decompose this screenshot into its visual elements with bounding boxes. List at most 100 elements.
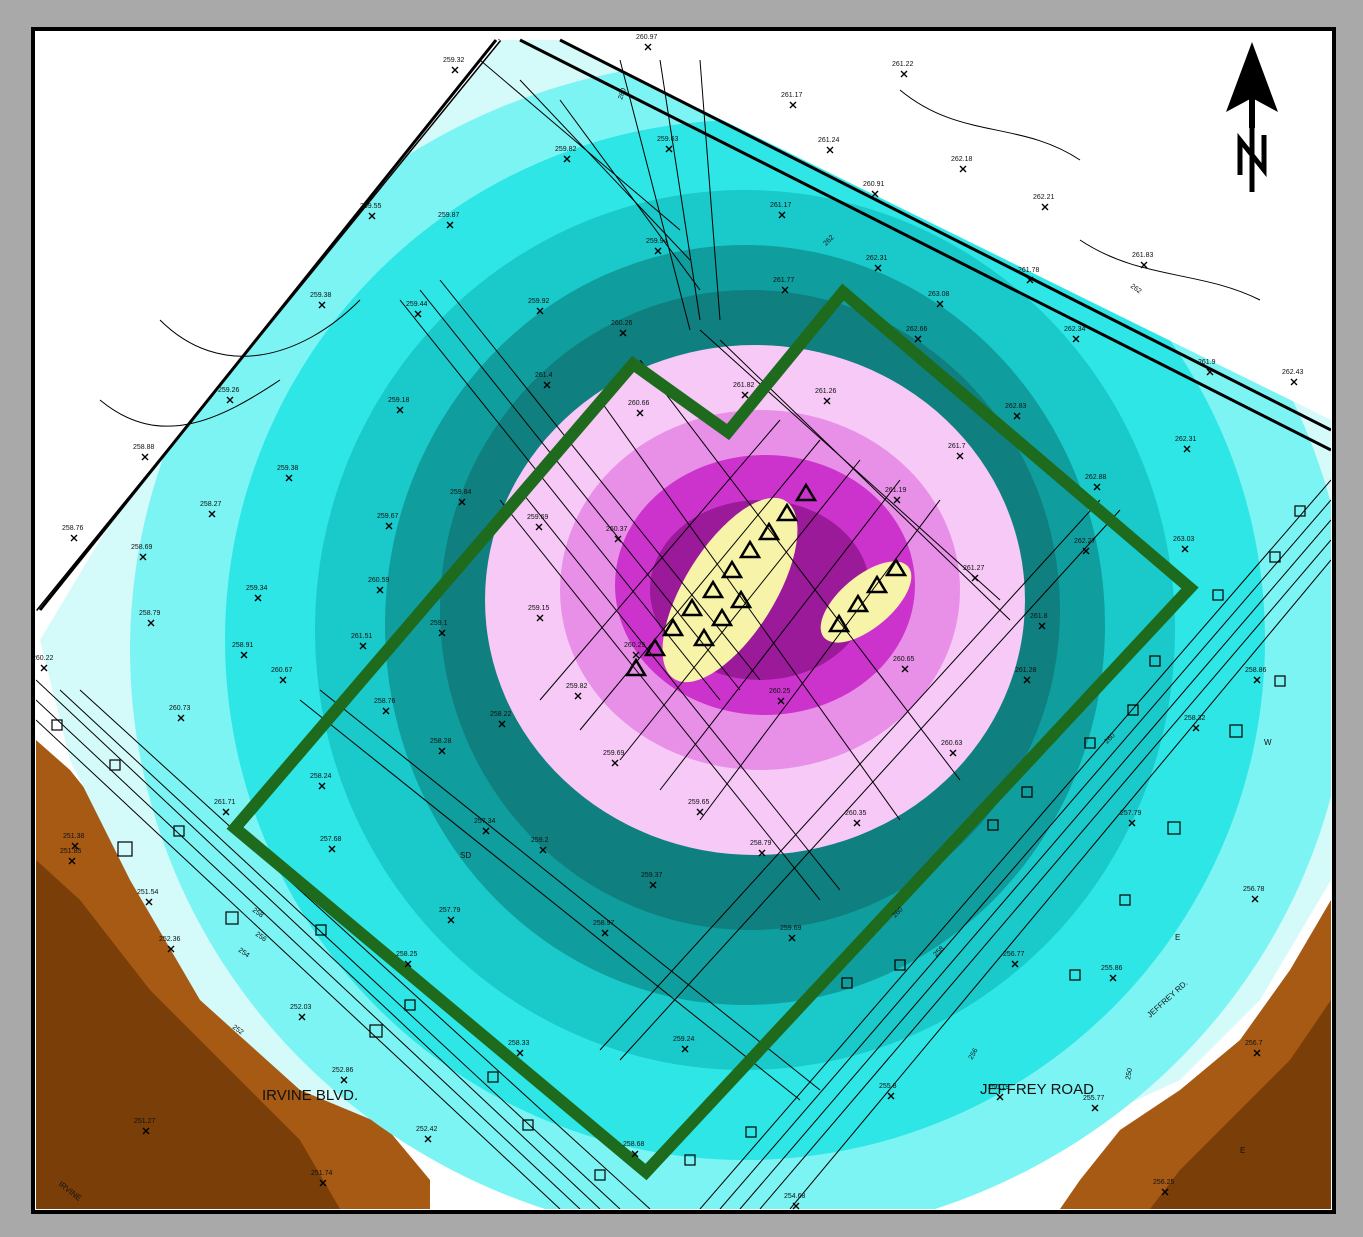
elevation-label: 260.67 xyxy=(271,667,293,674)
survey-point: 259.82 xyxy=(555,146,577,163)
x-mark-icon xyxy=(1192,724,1200,732)
elevation-label: 259.84 xyxy=(450,489,472,496)
elevation-label: 261.71 xyxy=(214,799,236,806)
x-mark-icon xyxy=(654,247,662,255)
survey-point: 259.24 xyxy=(673,1036,695,1053)
survey-point: 260.73 xyxy=(169,705,191,722)
elevation-label: 259.65 xyxy=(688,799,710,806)
x-mark-icon xyxy=(536,614,544,622)
elevation-label: 257.68 xyxy=(320,836,342,843)
elevation-label: 259.37 xyxy=(641,872,663,879)
road-label-jeffrey-road: JEFFREY ROAD xyxy=(980,1081,1094,1098)
survey-point: 261.28 xyxy=(1015,667,1037,684)
x-mark-icon xyxy=(996,1093,1004,1101)
survey-point: 260.25 xyxy=(624,642,646,659)
elevation-label: 260.91 xyxy=(863,181,885,188)
survey-point: 259.38 xyxy=(310,292,332,309)
survey-point: 256.19 xyxy=(988,1084,1010,1101)
terrain-bottom-left-dark xyxy=(36,860,340,1209)
elevation-label: 259.55 xyxy=(360,203,382,210)
survey-point: 261.19 xyxy=(885,487,907,504)
survey-point: 259.34 xyxy=(246,585,268,602)
elevation-label: 258.86 xyxy=(1245,667,1267,674)
x-mark-icon xyxy=(1251,895,1259,903)
elevation-label: 259.69 xyxy=(603,750,625,757)
survey-point: 260.25 xyxy=(769,688,791,705)
survey-point: 261.22 xyxy=(892,61,914,78)
x-mark-icon xyxy=(424,1135,432,1143)
elevation-label: 259.63 xyxy=(657,136,679,143)
road-label-irvine-blvd: IRVINE BLVD. xyxy=(262,1087,358,1104)
x-mark-icon xyxy=(298,1013,306,1021)
elevation-label: 251.54 xyxy=(137,889,159,896)
x-mark-icon xyxy=(40,664,48,672)
elevation-label: 251.85 xyxy=(60,848,82,855)
elevation-label: 259.44 xyxy=(406,301,428,308)
survey-point: 260.67 xyxy=(271,667,293,684)
x-mark-icon xyxy=(359,642,367,650)
x-mark-icon xyxy=(147,619,155,627)
survey-point: 260.37 xyxy=(606,526,628,543)
elevation-label: 258.33 xyxy=(508,1040,530,1047)
x-mark-icon xyxy=(1161,1188,1169,1196)
x-mark-icon xyxy=(619,329,627,337)
survey-point: 259.26 xyxy=(218,387,240,404)
elevation-label: 260.25 xyxy=(769,688,791,695)
elevation-label: 260.22 xyxy=(32,655,54,662)
survey-point: 259.69 xyxy=(527,514,549,531)
x-mark-icon xyxy=(936,300,944,308)
elevation-label: 261.22 xyxy=(892,61,914,68)
x-mark-icon xyxy=(177,714,185,722)
elevation-label: 260.26 xyxy=(611,320,633,327)
road-linework xyxy=(36,59,1331,1209)
survey-point: 258.33 xyxy=(508,1040,530,1057)
electric-marker-2: E xyxy=(1240,1146,1245,1155)
x-mark-icon xyxy=(781,286,789,294)
electric-marker-1: E xyxy=(1175,933,1180,942)
x-mark-icon xyxy=(1093,483,1101,491)
x-mark-icon xyxy=(279,676,287,684)
x-mark-icon xyxy=(574,692,582,700)
survey-point: 258.76 xyxy=(62,525,84,542)
elevation-label: 259.15 xyxy=(528,605,550,612)
x-mark-icon xyxy=(611,759,619,767)
elevation-label: 252.36 xyxy=(159,936,181,943)
x-mark-icon xyxy=(826,146,834,154)
survey-point: 259.84 xyxy=(450,489,472,506)
elevation-label: 259.69 xyxy=(780,925,802,932)
elevation-label: 260.97 xyxy=(636,34,658,41)
survey-point: 258.79 xyxy=(750,840,772,857)
elevation-label: 258.32 xyxy=(1184,715,1206,722)
survey-point: 251.27 xyxy=(134,1118,156,1135)
elevation-label: 261.8 xyxy=(1030,613,1048,620)
x-mark-icon xyxy=(887,1092,895,1100)
survey-point: 262.18 xyxy=(951,156,973,173)
x-mark-icon xyxy=(681,1045,689,1053)
x-mark-icon xyxy=(631,1150,639,1158)
survey-point: 262.88 xyxy=(1085,474,1107,491)
x-mark-icon xyxy=(893,496,901,504)
elevation-label: 257.34 xyxy=(474,818,496,825)
elevation-label: 258.91 xyxy=(232,642,254,649)
elevation-label: 261.78 xyxy=(1018,267,1040,274)
x-mark-icon xyxy=(1091,1104,1099,1112)
elevation-label: 258.79 xyxy=(139,610,161,617)
x-mark-icon xyxy=(1109,974,1117,982)
elevation-label: 262.88 xyxy=(1085,474,1107,481)
elevation-label: 260.35 xyxy=(845,810,867,817)
elevation-label: 258.97 xyxy=(593,920,615,927)
north-arrow-icon xyxy=(1226,42,1278,192)
survey-point: 256.78 xyxy=(1243,886,1265,903)
survey-point: 259.92 xyxy=(528,298,550,315)
survey-point: 258.97 xyxy=(593,920,615,937)
x-mark-icon xyxy=(971,574,979,582)
survey-point: 262.34 xyxy=(1064,326,1086,343)
elevation-label: 258.76 xyxy=(62,525,84,532)
survey-point: 258.32 xyxy=(1184,715,1206,732)
x-mark-icon xyxy=(285,474,293,482)
x-mark-icon xyxy=(414,310,422,318)
survey-point: 261.17 xyxy=(770,202,792,219)
elevation-label: 261.17 xyxy=(781,92,803,99)
elevation-label: 258.88 xyxy=(133,444,155,451)
